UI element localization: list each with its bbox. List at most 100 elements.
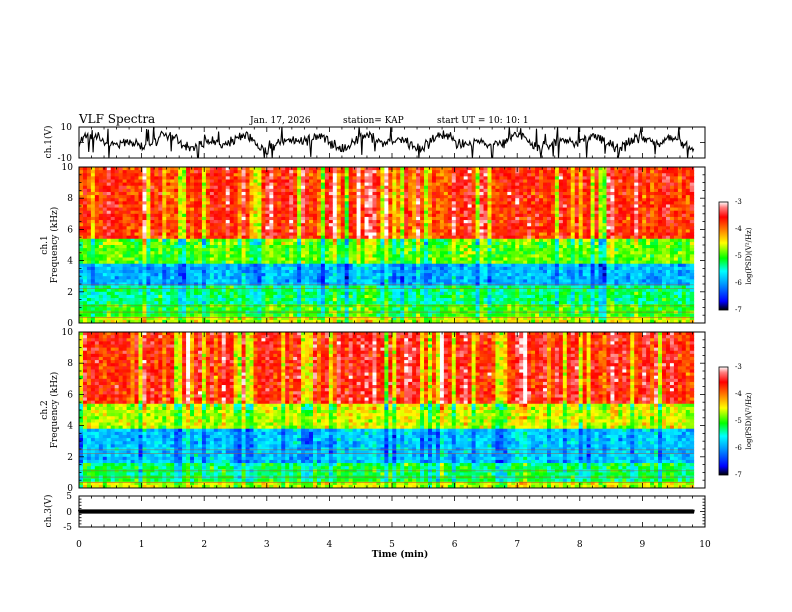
spectrogram-cell <box>443 213 449 218</box>
spectrogram-cell <box>431 185 437 190</box>
waveform-line <box>79 127 695 158</box>
spectrogram-cell <box>356 210 361 215</box>
spectrogram-cell <box>174 282 179 286</box>
spectrogram-cell <box>273 191 278 196</box>
spectrogram-cell <box>459 260 465 265</box>
spectrogram-cell <box>431 204 437 208</box>
spectrogram-cell <box>404 269 409 274</box>
spectrogram-cell <box>86 276 92 280</box>
spectrogram-cell <box>138 294 143 299</box>
spectrogram-cell <box>182 213 187 218</box>
spectrogram-cell <box>301 195 306 199</box>
spectrogram-cell <box>229 245 235 249</box>
spectrogram-cell <box>170 220 175 224</box>
spectrogram-cell <box>217 319 223 323</box>
spectrogram-cell <box>285 188 290 193</box>
spectrogram-cell <box>190 291 195 296</box>
spectrogram-cell <box>380 313 385 318</box>
spectrogram-cell <box>416 269 421 274</box>
spectrogram-cell <box>233 210 239 215</box>
spectrogram-cell <box>170 245 175 249</box>
spectrogram-cell <box>455 198 461 202</box>
spectrogram-cell <box>388 216 393 221</box>
spectrogram-cell <box>213 273 219 277</box>
spectrogram-cell <box>118 276 124 280</box>
spectrogram-cell <box>154 263 159 268</box>
spectrogram-cell <box>324 301 330 305</box>
spectrogram-cell <box>344 182 350 187</box>
spectrogram-cell <box>336 195 342 199</box>
spectrogram-cell <box>98 213 104 218</box>
spectrogram-cell <box>344 207 350 212</box>
spectrogram-cell <box>364 294 369 299</box>
spectrogram-cell <box>305 198 310 202</box>
spectrogram-cell <box>197 245 203 249</box>
spectrogram-cell <box>400 273 405 277</box>
spectrogram-cell <box>269 226 274 230</box>
spectrogram-cell <box>174 238 179 243</box>
spectrogram-cell <box>447 229 453 233</box>
spectrogram-cell <box>424 282 429 286</box>
spectrogram-cell <box>233 167 239 171</box>
spectrogram-cell <box>344 167 350 171</box>
spectrogram-cell <box>225 195 231 199</box>
spectrogram-cell <box>237 241 243 246</box>
spectrogram-cell <box>122 279 127 283</box>
spectrogram-cell <box>209 276 215 280</box>
spectrogram-cell <box>400 195 405 199</box>
spectrogram-cell <box>182 220 187 224</box>
spectrogram-cell <box>158 266 163 271</box>
spectrogram-cell <box>352 251 358 255</box>
spectrogram-cell <box>281 216 286 221</box>
spectrogram-cell <box>79 291 84 296</box>
spectrogram-cell <box>82 269 88 274</box>
spectrogram-cell <box>225 235 231 240</box>
spectrogram-cell <box>130 220 135 224</box>
spectrogram-cell <box>150 269 155 274</box>
spectrogram-cell <box>194 319 199 323</box>
spectrogram-cell <box>209 232 215 237</box>
spectrogram-cell <box>356 198 361 202</box>
spectrogram-cell <box>146 188 151 193</box>
spectrogram-cell <box>324 254 330 258</box>
spectrogram-cell <box>384 254 389 258</box>
spectrogram-cell <box>324 294 330 299</box>
spectrogram-cell <box>90 173 96 177</box>
spectrogram-cell <box>372 269 377 274</box>
spectrogram-cell <box>190 229 195 233</box>
spectrogram-cell <box>257 263 262 268</box>
spectrogram-cell <box>372 173 377 177</box>
spectrogram-cell <box>122 173 127 177</box>
spectrogram-cell <box>134 182 139 187</box>
spectrogram-cell <box>372 201 377 205</box>
spectrogram-cell <box>396 235 401 240</box>
spectrogram-cell <box>241 298 246 302</box>
spectrogram-cell <box>186 248 191 252</box>
spectrogram-cell <box>90 282 96 286</box>
spectrogram-cell <box>158 235 163 240</box>
spectrogram-cell <box>174 173 179 177</box>
spectrogram-cell <box>237 319 243 323</box>
spectrogram-cell <box>245 257 250 261</box>
spectrogram-cell <box>451 273 457 277</box>
spectrogram-cell <box>178 291 183 296</box>
spectrogram-cell <box>209 260 215 265</box>
spectrogram-cell <box>364 288 369 293</box>
spectrogram-cell <box>431 279 437 283</box>
spectrogram-cell <box>197 307 203 311</box>
spectrogram-cell <box>281 263 286 268</box>
spectrogram-cell <box>257 307 262 311</box>
spectrogram-cell <box>332 266 338 271</box>
spectrogram-cell <box>376 294 381 299</box>
spectrogram-cell <box>435 319 441 323</box>
spectrogram-cell <box>186 251 191 255</box>
spectrogram-cell <box>344 232 350 237</box>
spectrogram-cell <box>305 248 310 252</box>
spectrogram-cell <box>241 223 246 227</box>
spectrogram-cell <box>336 266 342 271</box>
spectrogram-cell <box>209 179 215 183</box>
spectrogram-cell <box>439 254 445 258</box>
spectrogram-cell <box>356 288 361 293</box>
spectrogram-cell <box>332 285 338 290</box>
spectrogram-cell <box>217 188 223 193</box>
